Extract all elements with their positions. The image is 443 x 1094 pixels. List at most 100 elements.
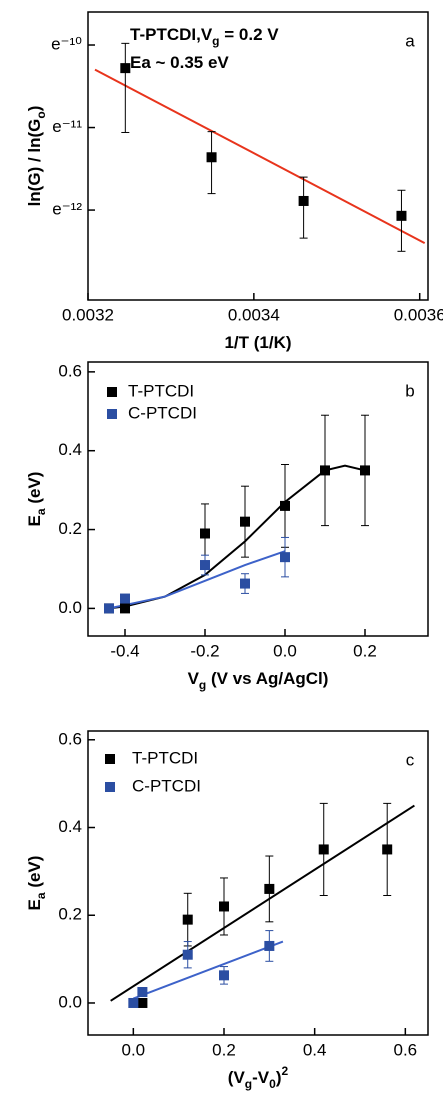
x-tick-label: 0.0032 xyxy=(62,305,114,324)
point xyxy=(219,901,229,912)
point xyxy=(182,949,193,960)
plot-frame xyxy=(87,11,429,301)
point xyxy=(280,552,290,563)
y-axis-label: ln(G) / ln(Go) xyxy=(25,106,48,207)
text-part: 2 xyxy=(282,1064,289,1078)
point xyxy=(360,465,370,476)
text-part: = 0.2 V xyxy=(220,25,280,44)
text-part: T-PTCDI,V xyxy=(130,25,213,44)
point xyxy=(240,578,250,589)
text-part: Ea ~ 0.35 eV xyxy=(130,53,229,72)
text-part: -V xyxy=(252,1068,270,1087)
point xyxy=(264,940,275,951)
y-tick-label: e⁻¹⁰ xyxy=(51,34,82,53)
legend-label: T-PTCDI xyxy=(128,381,194,400)
text-part: E xyxy=(25,515,44,526)
fit-line xyxy=(108,550,286,610)
x-tick-label: 0.0036 xyxy=(394,305,443,324)
y-tick-label: 0.4 xyxy=(58,440,82,459)
text-part: (V xyxy=(228,1068,246,1087)
text-part: g xyxy=(212,34,219,48)
y-axis-label: Ea (eV) xyxy=(25,472,48,527)
point xyxy=(182,914,193,925)
text-part: 0 xyxy=(269,1077,276,1091)
x-tick-label: 0.0 xyxy=(122,1040,146,1059)
y-tick-label: 0.6 xyxy=(58,729,82,748)
y-tick-label: e⁻¹¹ xyxy=(52,117,82,136)
panel-label: b xyxy=(405,381,414,400)
text-part: o xyxy=(34,111,48,118)
annotation: T-PTCDI,Vg = 0.2 V xyxy=(130,25,279,48)
x-tick-label: -0.4 xyxy=(110,641,139,660)
text-part: (eV) xyxy=(25,856,44,893)
x-tick-label: 0.6 xyxy=(394,1040,418,1059)
error-bar xyxy=(121,42,130,133)
point xyxy=(320,465,330,476)
point xyxy=(396,210,407,221)
point xyxy=(318,844,329,855)
x-tick-label: 0.2 xyxy=(353,641,377,660)
text-part: a xyxy=(34,508,48,515)
point xyxy=(206,152,217,163)
annotation: Ea ~ 0.35 eV xyxy=(130,53,229,72)
y-tick-label: 0.2 xyxy=(58,519,82,538)
x-axis-label: (Vg-V0)2 xyxy=(228,1064,289,1091)
point xyxy=(200,560,210,571)
error-bar xyxy=(207,131,216,195)
y-tick-label: 0.0 xyxy=(58,992,82,1011)
legend-label: C-PTCDI xyxy=(132,776,201,795)
point xyxy=(128,997,139,1008)
point xyxy=(120,603,130,614)
panel-label: c xyxy=(406,750,415,769)
point xyxy=(104,603,114,614)
text-part: g xyxy=(199,678,206,692)
plot-frame xyxy=(87,730,429,1036)
plot-frame xyxy=(87,361,429,637)
x-axis-label: Vg (V vs Ag/AgCl) xyxy=(188,669,329,692)
x-tick-label: 0.0 xyxy=(273,641,297,660)
fit-line xyxy=(108,464,366,610)
y-tick-label: 0.4 xyxy=(58,817,82,836)
y-axis-label: Ea (eV) xyxy=(25,856,48,911)
legend-label: T-PTCDI xyxy=(132,748,198,767)
text-part: ln(G) / ln(G xyxy=(25,119,44,207)
x-tick-label: 0.2 xyxy=(212,1040,236,1059)
text-part: ) xyxy=(25,106,44,112)
text-part: E xyxy=(25,899,44,910)
fit-line xyxy=(94,68,426,244)
point xyxy=(137,997,148,1008)
y-tick-label: e⁻¹² xyxy=(52,200,82,219)
y-tick-label: 0.6 xyxy=(58,361,82,380)
error-bar xyxy=(299,176,308,239)
point xyxy=(298,195,309,206)
point xyxy=(264,883,275,894)
panel-label: a xyxy=(405,31,415,50)
point xyxy=(120,63,131,74)
point xyxy=(219,970,229,981)
point xyxy=(200,528,210,539)
text-part: ) xyxy=(276,1068,282,1087)
legend-swatch xyxy=(105,754,115,764)
fit-line xyxy=(110,804,415,1002)
point xyxy=(120,593,130,604)
point xyxy=(280,500,290,511)
legend-swatch xyxy=(107,409,117,419)
x-axis-label: 1/T (1/K) xyxy=(224,333,291,352)
point xyxy=(382,844,393,855)
y-tick-label: 0.0 xyxy=(58,598,82,617)
point xyxy=(137,987,148,998)
text-part: a xyxy=(34,892,48,899)
legend-label: C-PTCDI xyxy=(128,403,197,422)
text-part: (V vs Ag/AgCl) xyxy=(206,669,328,688)
x-tick-label: 0.4 xyxy=(303,1040,327,1059)
text-part: V xyxy=(188,669,200,688)
fit-line xyxy=(132,940,284,1000)
legend-swatch xyxy=(107,387,117,397)
y-tick-label: 0.2 xyxy=(58,905,82,924)
point xyxy=(240,516,250,527)
text-part: 1/T (1/K) xyxy=(224,333,291,352)
x-tick-label: -0.2 xyxy=(190,641,219,660)
text-part: g xyxy=(245,1077,252,1091)
legend-swatch xyxy=(105,782,115,792)
